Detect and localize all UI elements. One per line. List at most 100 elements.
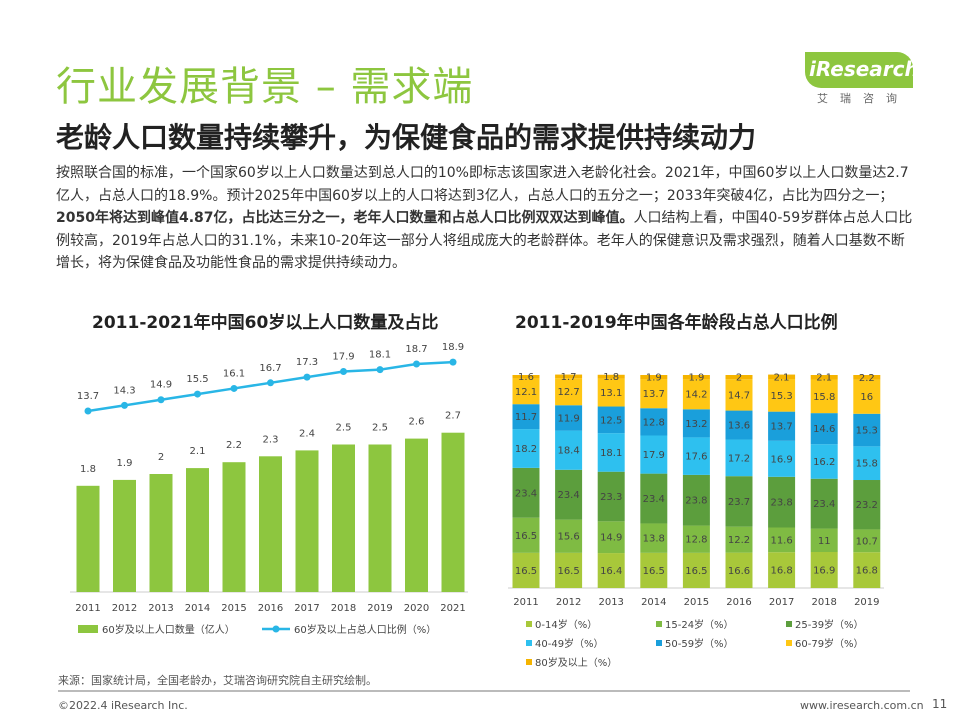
- stack-segment: [768, 476, 796, 528]
- x-tick-label: 2013: [148, 603, 173, 614]
- legend-swatch: [272, 625, 280, 633]
- stack-segment: [512, 467, 540, 518]
- line-label: 18.1: [369, 350, 391, 361]
- stack-segment: [640, 375, 668, 380]
- x-tick-label: 2017: [769, 597, 794, 608]
- stack-segment: [555, 374, 583, 379]
- stack-segment: [640, 473, 668, 524]
- stack-segment: [640, 523, 668, 553]
- x-tick-label: 2011: [75, 603, 100, 614]
- bar: [368, 444, 392, 592]
- stack-segment: [555, 469, 583, 520]
- stack-segment: [640, 552, 668, 588]
- x-tick-label: 2014: [641, 597, 666, 608]
- segment-label: 11.9: [557, 413, 579, 424]
- x-tick-label: 2020: [404, 603, 429, 614]
- segment-label: 23.8: [685, 496, 707, 507]
- stack-segment: [810, 413, 838, 445]
- x-tick-label: 2021: [440, 603, 465, 614]
- footer-divider: [58, 690, 910, 692]
- stack-segment: [640, 435, 668, 474]
- bar-label: 2: [158, 452, 164, 463]
- bar: [222, 462, 246, 592]
- stack-segment: [512, 375, 540, 379]
- line-point: [267, 379, 274, 387]
- legend-label: 15-24岁（%）: [665, 618, 734, 631]
- segment-label: 13.6: [728, 421, 750, 432]
- stack-segment: [725, 439, 753, 477]
- bar: [332, 444, 355, 592]
- segment-label: 16.5: [643, 566, 665, 577]
- iresearch-logo: iResearch 艾瑞咨询: [795, 52, 919, 105]
- segment-label: 17.6: [685, 452, 707, 463]
- stack-segment: [768, 527, 796, 553]
- stack-segment: [810, 528, 838, 553]
- stack-segment: [512, 404, 540, 430]
- line-point: [376, 366, 384, 374]
- legend-swatch: [526, 640, 532, 646]
- stack-segment: [768, 411, 796, 441]
- x-tick-label: 2019: [854, 597, 879, 608]
- segment-label: 13.7: [643, 389, 665, 400]
- line-point: [157, 396, 165, 404]
- legend-swatch: [78, 625, 98, 633]
- segment-label: 2.1: [816, 373, 832, 384]
- stack-segment: [810, 379, 838, 414]
- legend-swatch: [526, 621, 532, 627]
- legend-label: 40-49岁（%）: [535, 637, 604, 650]
- right-chart-title: 2011-2019年中国各年龄段占总人口比例: [515, 313, 838, 333]
- bar: [76, 485, 100, 592]
- stack-segment: [853, 552, 881, 588]
- segment-label: 12.1: [515, 387, 537, 398]
- stack-segment: [555, 405, 583, 431]
- segment-label: 12.8: [685, 535, 707, 546]
- segment-label: 23.4: [643, 494, 665, 505]
- stack-segment: [512, 517, 540, 553]
- segment-label: 14.2: [685, 390, 707, 401]
- segment-label: 11.7: [515, 412, 537, 423]
- segment-label: 1.7: [561, 372, 577, 383]
- legend-swatch: [786, 621, 792, 627]
- segment-label: 1.8: [603, 372, 619, 383]
- line-point: [84, 407, 92, 415]
- stack-segment: [682, 409, 710, 438]
- legend-swatch: [526, 659, 532, 665]
- segment-label: 11: [818, 536, 831, 547]
- x-tick-label: 2014: [185, 603, 210, 614]
- bar: [186, 468, 209, 592]
- stack-segment: [725, 379, 753, 411]
- line-label: 13.7: [77, 391, 99, 402]
- line-point: [121, 401, 128, 409]
- bar-label: 2.5: [336, 423, 352, 434]
- bar: [295, 450, 319, 592]
- segment-label: 12.5: [600, 415, 622, 426]
- segment-label: 16: [860, 392, 873, 403]
- stack-segment: [725, 375, 753, 380]
- segment-label: 23.2: [856, 500, 878, 511]
- segment-label: 16.5: [515, 531, 537, 542]
- bar-label: 2.4: [299, 428, 315, 439]
- x-tick-label: 2012: [556, 597, 581, 608]
- segment-label: 16.5: [515, 566, 537, 577]
- legend-label: 25-39岁（%）: [795, 618, 864, 631]
- legend-swatch: [786, 640, 792, 646]
- stack-segment: [853, 529, 881, 553]
- bar-label: 1.9: [117, 458, 133, 469]
- segment-label: 11.6: [770, 535, 792, 546]
- x-tick-label: 2011: [513, 597, 538, 608]
- line-label: 17.9: [332, 352, 354, 363]
- line-label: 15.5: [186, 374, 208, 385]
- stack-segment: [725, 410, 753, 440]
- segment-label: 15.3: [770, 391, 792, 402]
- stack-segment: [768, 379, 796, 412]
- segment-label: 1.9: [646, 373, 662, 384]
- legend-label: 0-14岁（%）: [535, 618, 597, 631]
- line-point: [413, 360, 420, 368]
- stack-segment: [725, 552, 753, 588]
- stack-segment: [768, 374, 796, 380]
- segment-label: 14.6: [813, 424, 835, 435]
- stack-segment: [682, 375, 710, 380]
- line-label: 17.3: [296, 357, 318, 368]
- line-label: 14.9: [150, 380, 172, 391]
- segment-label: 10.7: [856, 536, 878, 547]
